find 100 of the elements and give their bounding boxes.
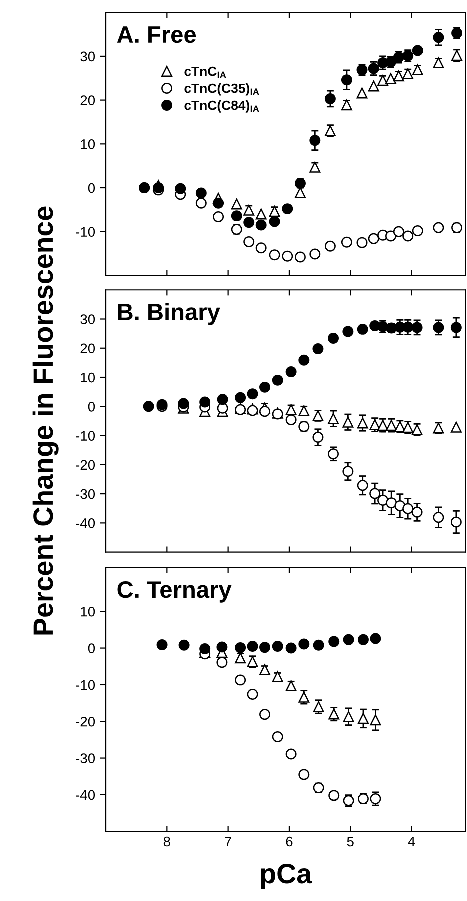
point bbox=[313, 640, 324, 651]
point bbox=[412, 64, 424, 76]
point bbox=[260, 709, 270, 720]
point bbox=[244, 236, 255, 248]
point bbox=[282, 204, 294, 215]
point bbox=[386, 498, 398, 509]
point bbox=[244, 204, 255, 216]
point bbox=[393, 226, 404, 238]
point bbox=[342, 416, 354, 428]
legend-label: cTnC$_{IA}$ bbox=[184, 66, 226, 78]
point bbox=[235, 652, 246, 664]
point bbox=[358, 634, 369, 646]
point bbox=[368, 233, 380, 244]
point bbox=[310, 162, 321, 173]
point bbox=[324, 240, 336, 252]
point bbox=[328, 790, 340, 802]
point bbox=[235, 674, 246, 686]
point bbox=[213, 198, 224, 209]
point bbox=[272, 408, 284, 420]
point bbox=[235, 392, 246, 404]
point bbox=[433, 58, 444, 69]
point bbox=[342, 326, 354, 338]
point bbox=[153, 182, 164, 194]
y-tick-label: 10 bbox=[81, 372, 96, 383]
point bbox=[235, 642, 246, 654]
x-tick-label: 6 bbox=[286, 836, 293, 847]
point bbox=[200, 396, 211, 408]
point bbox=[450, 322, 462, 334]
point bbox=[357, 418, 368, 429]
point bbox=[260, 406, 270, 418]
point bbox=[298, 406, 310, 417]
y-tick-label: -10 bbox=[76, 227, 96, 238]
point bbox=[450, 422, 462, 433]
point bbox=[357, 324, 368, 335]
y-tick-label: -40 bbox=[76, 790, 96, 800]
point bbox=[260, 382, 270, 393]
point bbox=[272, 640, 284, 652]
point bbox=[286, 680, 297, 692]
point bbox=[368, 80, 380, 92]
point bbox=[286, 642, 297, 654]
point bbox=[247, 388, 258, 400]
point bbox=[178, 640, 190, 651]
y-tick-label: -20 bbox=[76, 460, 96, 470]
point bbox=[216, 642, 228, 653]
y-tick-label: 20 bbox=[80, 344, 96, 354]
point bbox=[402, 322, 414, 333]
point bbox=[260, 642, 270, 654]
point bbox=[343, 634, 354, 646]
point bbox=[412, 322, 423, 334]
point bbox=[156, 640, 168, 650]
point bbox=[412, 45, 424, 56]
y-tick-label: 0 bbox=[88, 644, 96, 654]
y-tick-label: 10 bbox=[81, 139, 96, 150]
x-tick-label: 5 bbox=[347, 836, 354, 847]
point bbox=[343, 711, 354, 722]
text: B. Binary bbox=[118, 303, 220, 326]
point bbox=[216, 657, 228, 668]
point bbox=[370, 714, 382, 726]
text: C. Ternary bbox=[118, 581, 232, 603]
point bbox=[342, 466, 354, 478]
point bbox=[433, 322, 444, 334]
y-tick-label: 20 bbox=[80, 96, 96, 106]
point bbox=[402, 503, 414, 514]
point bbox=[310, 248, 321, 260]
point bbox=[298, 354, 310, 366]
point bbox=[247, 640, 258, 652]
point bbox=[217, 402, 228, 414]
y-tick-label: 10 bbox=[81, 606, 96, 617]
x-tick-label: 7 bbox=[225, 836, 232, 847]
point bbox=[231, 198, 242, 210]
point bbox=[412, 225, 424, 236]
point bbox=[269, 206, 280, 218]
point bbox=[217, 394, 228, 406]
point bbox=[286, 748, 297, 760]
point bbox=[298, 769, 310, 780]
point bbox=[310, 135, 321, 146]
point bbox=[269, 250, 280, 261]
point bbox=[370, 488, 381, 500]
y-tick-label: 30 bbox=[80, 52, 96, 62]
y-tick-label: -40 bbox=[76, 518, 96, 528]
chart-title: A. Free bbox=[117, 26, 196, 44]
legend-label: cTnC(C84)$_{IA}$ bbox=[184, 100, 260, 113]
point bbox=[256, 208, 267, 220]
point bbox=[196, 188, 207, 199]
point bbox=[341, 100, 352, 111]
point bbox=[341, 74, 352, 86]
point bbox=[269, 216, 280, 228]
point bbox=[433, 222, 444, 234]
point bbox=[272, 671, 284, 682]
point bbox=[143, 401, 154, 412]
point bbox=[286, 404, 297, 416]
point bbox=[256, 220, 267, 231]
point bbox=[286, 366, 297, 378]
point bbox=[272, 732, 284, 743]
y-tick-label: -30 bbox=[76, 489, 96, 500]
point bbox=[312, 432, 324, 444]
point bbox=[357, 480, 368, 492]
point bbox=[282, 250, 294, 262]
point bbox=[260, 664, 270, 676]
y-tick-label: 0 bbox=[88, 402, 96, 412]
